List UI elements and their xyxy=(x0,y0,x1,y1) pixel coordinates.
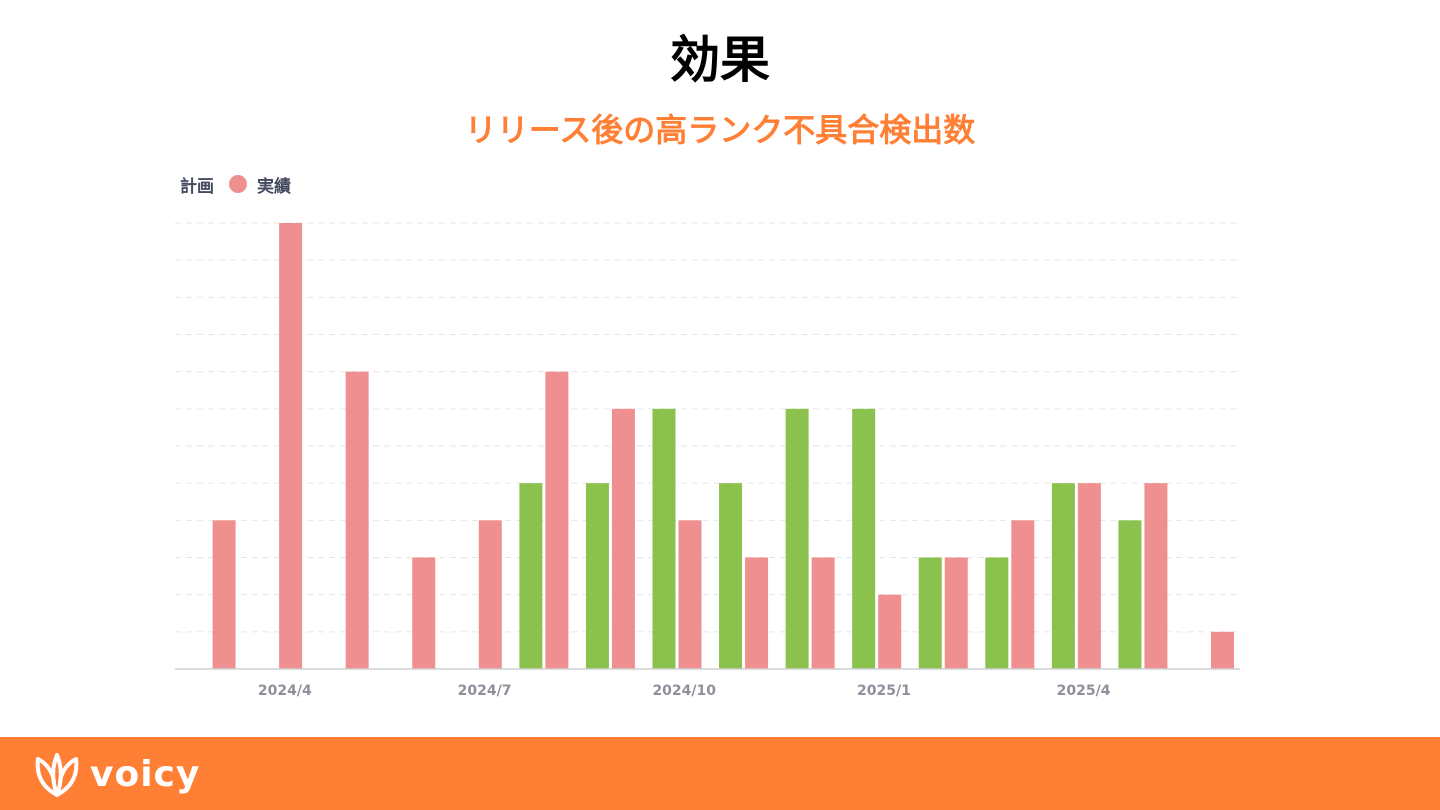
actual-bar-2024-8 xyxy=(545,371,569,669)
chart-subtitle: リリース後の高ランク不具合検出数 xyxy=(464,111,976,149)
plan-bar-2025-5 xyxy=(1118,520,1142,669)
actual-bar-2025-5 xyxy=(1144,483,1168,669)
actual-bar-2025-6 xyxy=(1211,631,1234,669)
x-tick-label: 2024/7 xyxy=(458,683,512,699)
plan-bar-2024-10 xyxy=(652,408,676,669)
actual-bar-2024-7 xyxy=(478,520,502,669)
footer-bar: voicy xyxy=(0,737,1440,810)
x-tick-label: 2025/4 xyxy=(1057,683,1111,699)
voicy-logo: voicy xyxy=(32,751,200,797)
actual-bar-2024-10 xyxy=(678,520,702,669)
actual-bar-2024-12 xyxy=(811,557,835,669)
plan-bar-2024-8 xyxy=(519,483,543,669)
x-axis-ticks: 2024/4 2024/7 2024/10 2025/1 2025/4 xyxy=(258,683,1111,699)
plan-bar-2024-12 xyxy=(785,408,809,669)
chart-legend: 計画 実績 xyxy=(180,172,291,197)
actual-bar-2024-3 xyxy=(212,520,236,669)
actual-bar-2025-3 xyxy=(1011,520,1035,669)
actual-bar-2025-4 xyxy=(1077,483,1101,669)
bar-chart: 2024/4 2024/7 2024/10 2025/1 2025/4 xyxy=(175,222,1240,699)
legend-actual-swatch xyxy=(229,175,247,193)
actual-bar-2024-4 xyxy=(279,223,303,669)
bars xyxy=(212,223,1234,669)
plan-bar-2025-1 xyxy=(852,408,876,669)
plan-bar-2025-4 xyxy=(1051,483,1075,669)
actual-bar-2024-11 xyxy=(745,557,769,669)
actual-bar-2024-6 xyxy=(412,557,436,669)
slide-title: 効果 xyxy=(670,31,770,89)
logo-text: voicy xyxy=(90,753,201,795)
x-tick-label: 2024/4 xyxy=(258,683,312,699)
plan-bar-2024-9 xyxy=(585,483,609,669)
x-tick-label: 2024/10 xyxy=(652,683,716,699)
actual-bar-2024-9 xyxy=(611,408,635,669)
voicy-leaf-icon xyxy=(35,753,79,797)
plan-bar-2024-11 xyxy=(719,483,743,669)
x-tick-label: 2025/1 xyxy=(857,683,911,699)
legend-plan-label: 計画 xyxy=(180,176,214,197)
plan-bar-2025-3 xyxy=(985,557,1009,669)
plan-bar-2025-2 xyxy=(918,557,942,669)
actual-bar-2025-2 xyxy=(944,557,968,669)
actual-bar-2025-1 xyxy=(878,594,902,669)
actual-bar-2024-5 xyxy=(345,371,369,669)
legend-actual-label: 実績 xyxy=(257,176,291,197)
